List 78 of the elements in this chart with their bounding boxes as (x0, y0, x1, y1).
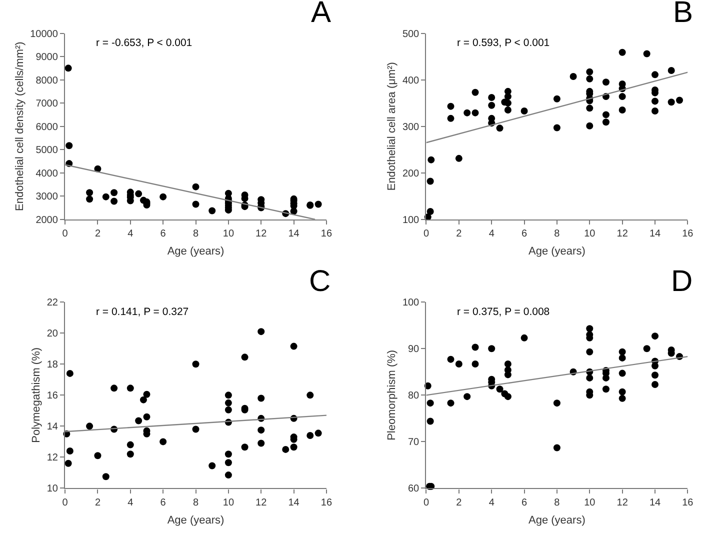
x-tick-label: 12 (256, 228, 268, 240)
x-tick-label: 14 (288, 228, 300, 240)
x-tick-label: 14 (288, 497, 300, 508)
x-tick-label: 10 (584, 228, 596, 240)
y-tick-label: 20 (46, 328, 58, 340)
y-tick-label: 2000 (36, 214, 58, 226)
x-tick-label: 4 (488, 228, 495, 240)
x-tick-label: 10 (584, 497, 596, 508)
x-tick-label: 12 (616, 228, 628, 240)
x-tick-label: 2 (94, 228, 101, 240)
x-axis-title: Age (years) (167, 246, 224, 258)
x-tick-label: 4 (488, 497, 495, 508)
x-tick-label: 6 (160, 497, 166, 508)
x-tick-label: 0 (423, 497, 430, 508)
y-tick-label: 14 (46, 422, 58, 433)
chart-title: C (309, 265, 331, 298)
y-axis-title: Polymegathism (%) (30, 347, 42, 443)
y-tick-label: 8000 (36, 75, 58, 86)
y-tick-label: 3000 (36, 192, 58, 203)
x-tick-label: 8 (554, 228, 560, 240)
y-axis-title: Endothelial cell area (μm²) (386, 62, 398, 191)
y-tick-label: 10 (46, 484, 58, 495)
x-tick-label: 8 (192, 228, 199, 240)
chart-title: B (673, 0, 694, 29)
x-tick-label: 4 (128, 228, 134, 240)
x-tick-label: 8 (192, 497, 199, 508)
y-tick-label: 400 (402, 75, 420, 86)
x-tick-label: 10 (222, 497, 234, 508)
annotation: r = 0.593, P < 0.001 (457, 37, 550, 49)
x-axis-title: Age (years) (167, 514, 224, 527)
x-tick-label: 12 (256, 497, 268, 508)
chart-title: A (311, 0, 332, 29)
y-tick-label: 200 (402, 168, 420, 180)
x-tick-label: 0 (62, 228, 68, 240)
y-tick-label: 7000 (36, 98, 58, 110)
annotation: r = 0.141, P = 0.327 (96, 306, 189, 318)
y-tick-label: 16 (46, 390, 58, 402)
x-axis-title: Age (years) (528, 246, 586, 258)
y-tick-label: 9000 (36, 52, 58, 64)
x-tick-label: 12 (616, 497, 628, 508)
x-tick-label: 2 (456, 497, 462, 508)
y-tick-label: 22 (46, 298, 58, 309)
y-tick-label: 10000 (30, 28, 58, 40)
y-tick-label: 60 (408, 484, 420, 495)
x-tick-label: 2 (456, 228, 462, 240)
x-tick-label: 10 (222, 228, 234, 240)
y-tick-label: 70 (408, 437, 420, 448)
y-tick-label: 80 (408, 390, 420, 402)
y-tick-label: 18 (46, 360, 58, 371)
x-axis-title: Age (years) (528, 514, 586, 527)
annotation: r = 0.375, P = 0.008 (457, 306, 550, 318)
x-tick-label: 16 (320, 497, 332, 508)
x-tick-label: 4 (128, 497, 134, 508)
x-tick-label: 14 (649, 497, 661, 508)
y-tick-label: 100 (402, 214, 420, 226)
x-tick-label: 2 (94, 497, 101, 508)
y-axis-title: Pleomorphism (%) (386, 350, 398, 440)
x-tick-label: 16 (682, 497, 694, 508)
x-tick-label: 6 (160, 228, 166, 240)
x-tick-label: 8 (554, 497, 560, 508)
x-tick-label: 6 (522, 228, 528, 240)
y-tick-label: 90 (408, 344, 420, 356)
chart-title: D (671, 265, 693, 298)
x-tick-label: 16 (682, 228, 694, 240)
y-tick-label: 500 (402, 28, 420, 40)
x-tick-label: 14 (649, 228, 661, 240)
x-tick-label: 16 (320, 228, 332, 240)
y-tick-label: 5000 (36, 145, 58, 156)
y-tick-label: 6000 (36, 122, 58, 133)
y-tick-label: 12 (46, 452, 58, 464)
x-tick-label: 0 (423, 228, 430, 240)
y-axis-title: Endothelial cell density (cells/mm²) (14, 42, 26, 211)
annotation: r = -0.653, P < 0.001 (96, 37, 192, 49)
y-tick-label: 300 (402, 122, 420, 133)
x-tick-label: 6 (522, 497, 528, 508)
y-tick-label: 100 (402, 298, 420, 309)
y-tick-label: 4000 (36, 168, 58, 180)
x-tick-label: 0 (62, 497, 68, 508)
